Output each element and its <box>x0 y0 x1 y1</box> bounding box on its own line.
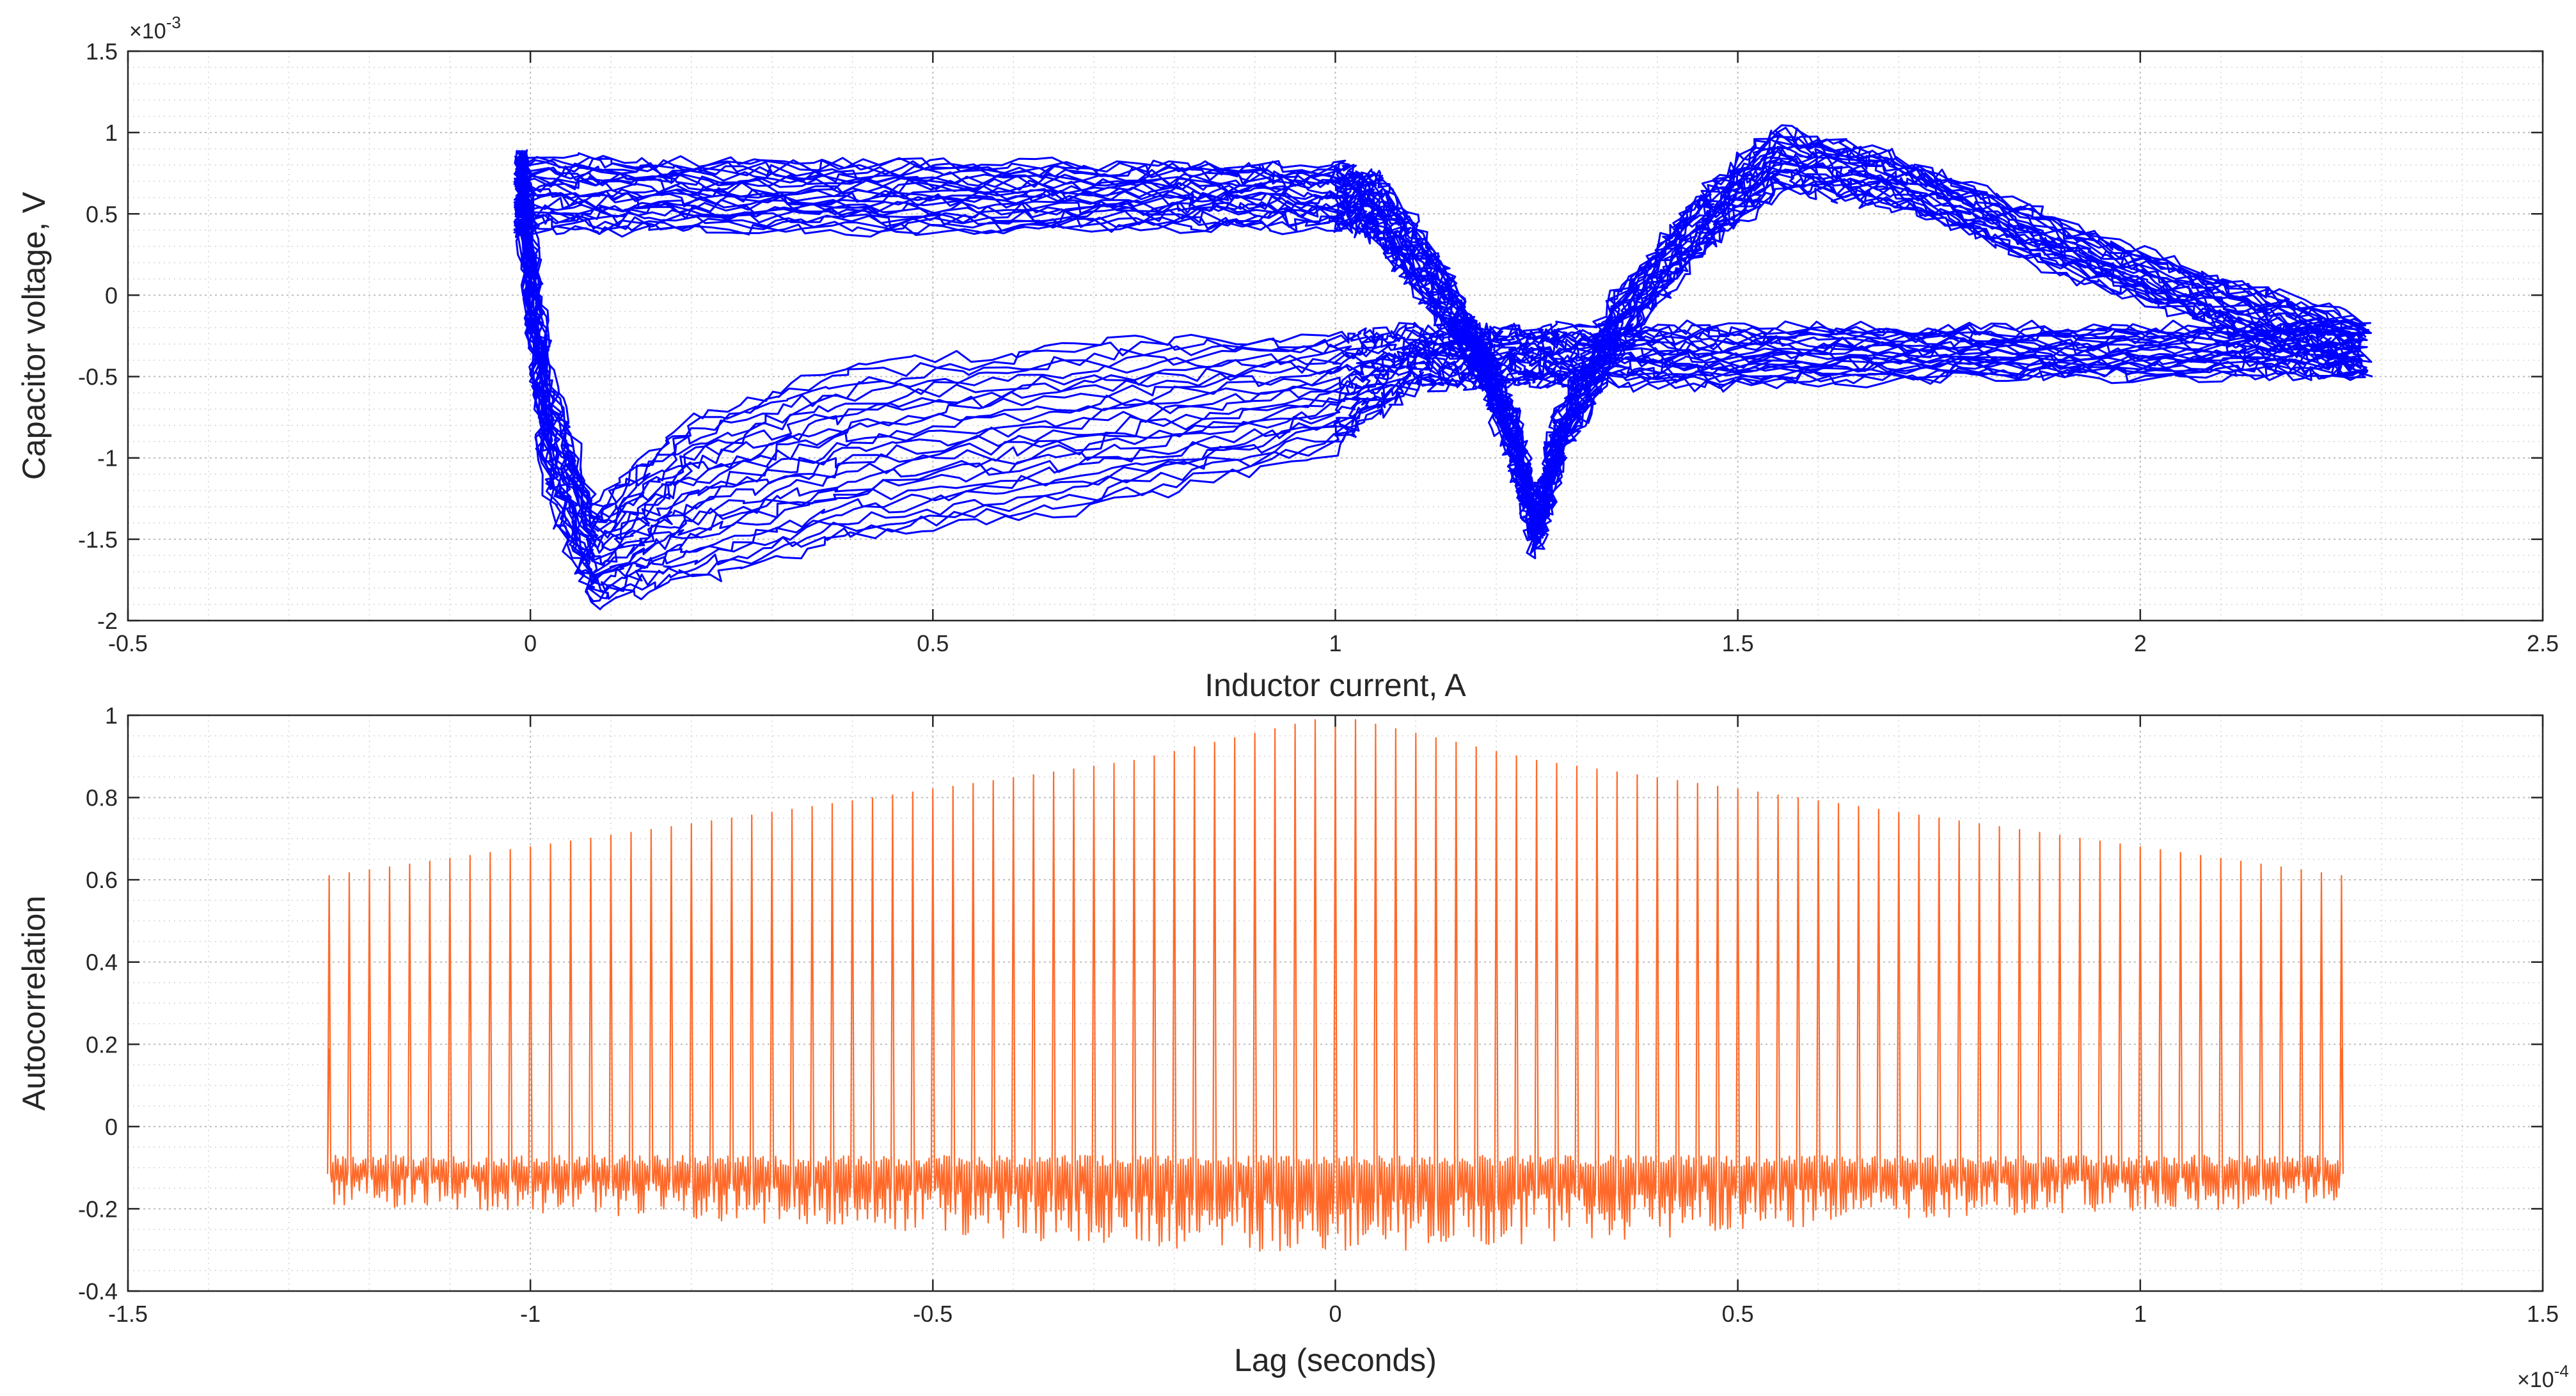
y-tick-label: 0.5 <box>86 201 118 227</box>
phase-portrait-cycle-line <box>514 127 2371 509</box>
y-tick-label: 0.6 <box>86 867 118 893</box>
autocorrelation-chart: -1.5 -1 -0.5 0 0.5 1 1.5 1 0.8 0.6 0.4 0.2 0 -0.2 -0.4… <box>16 702 2569 1392</box>
y-tick-label: -1 <box>97 445 118 472</box>
autocorrelation-x-exponent-base: ×10 <box>2517 1368 2554 1392</box>
y-tick-label: 0.4 <box>86 949 118 976</box>
x-tick-label: 1 <box>2134 1301 2147 1327</box>
y-tick-label: -0.4 <box>78 1278 118 1305</box>
x-tick-label: -1 <box>520 1301 541 1327</box>
phase-portrait-series <box>513 124 2373 610</box>
x-tick-label: -0.5 <box>108 630 148 656</box>
y-tick-label: 0.8 <box>86 785 118 811</box>
phase-portrait-cycle-line <box>515 130 2369 527</box>
phase-portrait-y-exponent: ×10-3 <box>129 13 181 44</box>
x-tick-label: 1 <box>1329 630 1341 656</box>
autocorrelation-y-axis-label: Autocorrelation <box>16 896 52 1111</box>
x-tick-label: 1.5 <box>1722 630 1754 656</box>
phase-portrait-y-axis-label: Capacitor voltage, V <box>16 191 52 480</box>
x-tick-label: 1.5 <box>2527 1301 2559 1327</box>
phase-portrait-cycle-line <box>513 184 2366 600</box>
phase-portrait-ticks: -0.5 0 0.5 1 1.5 2 2.5 1.5 1 0.5 0 -0.5 -1 -1.5 -2 <box>78 38 2559 656</box>
y-tick-label: 0 <box>105 282 118 308</box>
autocorrelation-x-exponent: ×10-4 <box>2517 1361 2569 1392</box>
x-tick-label: 0 <box>524 630 537 656</box>
phase-portrait-y-exponent-power: -3 <box>166 13 181 32</box>
phase-portrait-cycle-line <box>517 148 2364 548</box>
y-tick-label: 0 <box>105 1114 118 1140</box>
x-tick-label: 0.5 <box>917 630 949 656</box>
x-tick-label: 0.5 <box>1722 1301 1754 1327</box>
y-tick-label: 0.2 <box>86 1031 118 1058</box>
phase-portrait-cycle-line <box>515 182 2367 603</box>
phase-portrait-y-exponent-base: ×10 <box>129 19 166 44</box>
x-tick-label: -0.5 <box>913 1301 952 1327</box>
autocorrelation-x-axis-label: Lag (seconds) <box>1234 1342 1437 1378</box>
phase-portrait-x-axis-label: Inductor current, A <box>1205 667 1466 703</box>
autocorrelation-ticks: -1.5 -1 -0.5 0 0.5 1 1.5 1 0.8 0.6 0.4 0.2 0 -0.2 -0.4 <box>78 702 2559 1327</box>
y-tick-label: 1.5 <box>86 38 118 65</box>
x-tick-label: 2 <box>2134 630 2147 656</box>
phase-portrait-cycle-line <box>514 124 2367 509</box>
autocorrelation-x-exponent-power: -4 <box>2554 1361 2569 1381</box>
y-tick-label: -1.5 <box>78 527 118 553</box>
y-tick-label: -2 <box>97 608 118 634</box>
phase-portrait-cycle-line <box>516 144 2367 532</box>
y-tick-label: -0.2 <box>78 1196 118 1222</box>
phase-portrait-cycle-line <box>513 140 2368 539</box>
y-tick-label: 1 <box>105 120 118 146</box>
phase-portrait-cycle-line <box>514 148 2364 542</box>
y-tick-label: 1 <box>105 702 118 729</box>
phase-portrait-chart: -0.5 0 0.5 1 1.5 2 2.5 1.5 1 0.5 0 -0.5 -1 -1.5 -2 Ind… <box>16 13 2559 703</box>
x-tick-label: -1.5 <box>108 1301 148 1327</box>
x-tick-label: 2.5 <box>2527 630 2559 656</box>
y-tick-label: -0.5 <box>78 364 118 390</box>
x-tick-label: 0 <box>1329 1301 1341 1327</box>
